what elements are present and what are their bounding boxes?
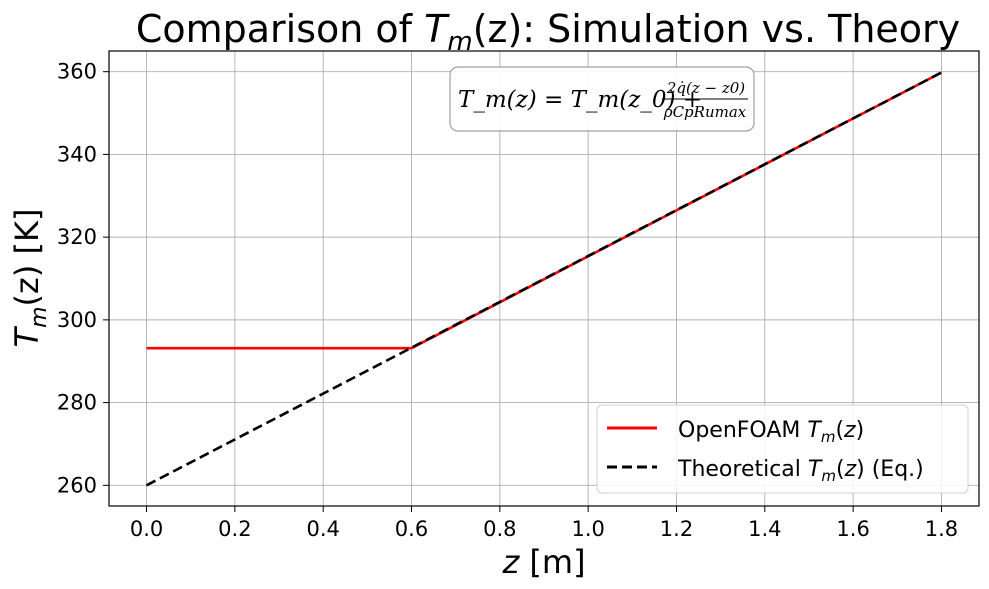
equation-lhs: T_m(z) = T_m(z_0) + [458,87,702,113]
y-tick-label: 360 [57,60,97,84]
ticks: 0.0 0.2 0.4 0.6 0.8 1.0 1.2 1.4 1.6 1.8 260 280 300 3… [57,60,958,541]
x-tick-label: 0.2 [218,517,251,541]
x-axis-label: z [m] [501,543,585,581]
series-layer [145,71,943,487]
x-tick-label: 0.4 [306,517,339,541]
y-tick-label: 260 [57,473,97,497]
legend-label-theoretical: Theoretical Tm(z) (Eq.) [677,457,924,485]
x-tick-label: 1.6 [836,517,869,541]
y-tick-label: 280 [57,391,97,415]
legend-box [596,404,969,494]
equation-denominator: ρCpRumax [663,103,747,121]
y-tick-label: 300 [57,308,97,332]
legend-label-openfoam: OpenFOAM Tm(z) [678,418,864,446]
chart-title: Comparison of Tm(z): Simulation vs. Theo… [136,7,960,57]
x-tick-label: 1.0 [571,517,604,541]
x-tick-label: 1.4 [748,517,781,541]
y-tick-label: 340 [57,142,97,166]
x-tick-label: 1.8 [925,517,958,541]
x-tick-label: 0.6 [395,517,428,541]
x-tick-label: 0.8 [483,517,516,541]
equation-annotation: T_m(z) = T_m(z_0) + 2q̇(z − z0) ρCpRumax [449,66,755,132]
y-tick-label: 320 [57,225,97,249]
x-tick-label: 0.0 [130,517,163,541]
plot-frame [108,50,980,507]
legend: OpenFOAM Tm(z) Theoretical Tm(z) (Eq.) [596,404,969,494]
x-tick-label: 1.2 [660,517,693,541]
equation-numerator: 2q̇(z − z0) [666,79,745,97]
y-axis-label: Tm(z) [K] [8,209,52,348]
